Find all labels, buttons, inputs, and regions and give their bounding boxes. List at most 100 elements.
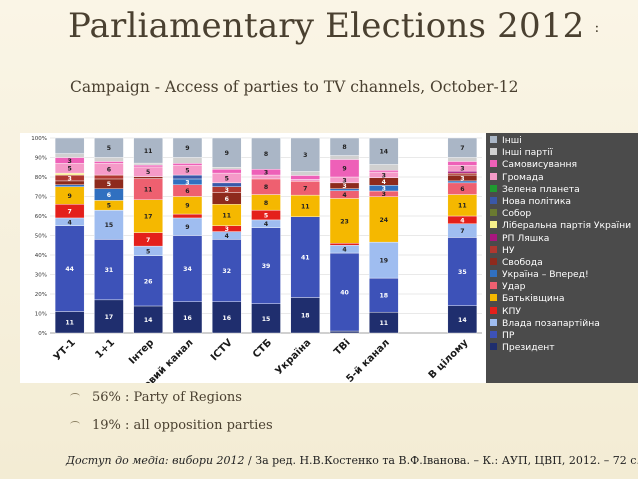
legend-label: НУ: [502, 244, 515, 256]
legend-label: РП Ляшка: [502, 232, 550, 244]
legend-item: РП Ляшка: [486, 233, 638, 245]
bar-segment: [211, 239, 242, 303]
bar-segment: [133, 162, 163, 166]
bar-segment: [447, 157, 478, 162]
x-tick-label: 1+1: [93, 337, 117, 361]
bar-segment: [290, 297, 321, 334]
data-label: 8: [264, 151, 268, 158]
legend-label: Самовисування: [502, 159, 578, 171]
data-label: 17: [144, 214, 153, 221]
bullet-text: 56% : Party of Regions: [92, 390, 242, 405]
legend-item: НУ: [486, 245, 638, 257]
bar-segment: [172, 157, 203, 164]
legend-swatch: [490, 257, 497, 265]
bar-segment: [251, 303, 281, 334]
bar-segment: [369, 277, 399, 313]
data-label: 8: [264, 184, 268, 191]
y-tick-label: 20%: [35, 292, 47, 298]
data-label: 9: [67, 193, 71, 200]
y-tick-label: 30%: [35, 273, 47, 279]
data-label: 5: [185, 168, 189, 175]
data-label: 4: [67, 219, 72, 226]
legend-item: Нова політика: [486, 196, 638, 208]
bar-segment: [133, 164, 163, 168]
legend-item: Ліберальна партія України: [486, 220, 638, 232]
bar-segment: [251, 227, 281, 304]
legend-label: Інші: [502, 135, 522, 146]
bar-segment: [94, 174, 124, 180]
data-label: 7: [146, 237, 150, 244]
data-label: 4: [264, 221, 269, 228]
data-label: 34: [183, 266, 192, 273]
data-label: 4: [382, 179, 387, 186]
bar-segment: [329, 330, 360, 334]
data-label: 11: [222, 212, 231, 219]
legend-swatch: [490, 172, 497, 180]
legend-swatch: [490, 160, 497, 168]
legend-label: ПР: [502, 330, 515, 341]
y-tick-label: 0%: [38, 331, 47, 337]
data-label: 3: [185, 179, 189, 186]
data-label: 14: [144, 317, 153, 324]
data-label: 14: [380, 149, 389, 156]
legend-swatch: [490, 148, 497, 156]
data-label: 3: [382, 186, 386, 193]
legend-item: ПР: [486, 330, 638, 342]
legend-swatch: [490, 306, 497, 314]
legend-swatch: [490, 282, 497, 290]
data-label: 3: [264, 170, 268, 177]
data-label: 5: [67, 166, 71, 173]
data-label: 41: [301, 255, 310, 262]
data-label: 5: [146, 169, 150, 176]
bar-segment: [290, 175, 321, 180]
bar-segment: [172, 235, 203, 303]
legend-list: Інші Інші партії Самовисування Громада Зелен…: [486, 133, 638, 354]
legend-swatch: [490, 331, 497, 338]
legend-item: Громада: [486, 172, 638, 184]
data-label: 5: [146, 248, 150, 255]
x-tick-label: УТ-1: [52, 337, 78, 363]
legend-item: Батьківщина: [486, 293, 638, 305]
bar-segment: [290, 171, 321, 176]
data-label: 7: [67, 209, 71, 216]
data-label: 3: [342, 183, 346, 190]
data-label: 3: [342, 177, 346, 184]
data-label: 15: [105, 222, 114, 229]
bar-segment: [54, 172, 85, 176]
bar-segment: [447, 305, 478, 334]
bar-segment: [251, 137, 281, 170]
legend-item: Самовисування: [486, 159, 638, 171]
bar-segment: [211, 182, 242, 187]
bar-segment: [94, 137, 124, 158]
data-label: 9: [185, 224, 189, 231]
bar-segment: [211, 167, 242, 170]
data-label: 4: [342, 192, 347, 199]
data-label: 3: [382, 172, 386, 179]
source-citation: Доступ до медіа: вибори 2012 / За ред. Н…: [66, 454, 638, 467]
data-label: 11: [380, 320, 389, 327]
bar-segment: [369, 164, 399, 171]
legend-label: Свобода: [502, 256, 543, 268]
bar-segment: [133, 199, 163, 233]
x-tick-label: Україна: [273, 337, 314, 378]
legend-item: Собор: [486, 208, 638, 220]
data-label: 5: [107, 203, 111, 210]
data-label: 8: [264, 200, 268, 207]
bar-segment: [369, 196, 399, 243]
data-label: 4: [460, 217, 465, 224]
data-label: 9: [225, 150, 229, 157]
x-tick-label: ТВі: [332, 337, 352, 357]
y-tick-label: 90%: [35, 156, 47, 162]
data-label: 18: [301, 313, 310, 320]
data-label: 26: [144, 278, 153, 285]
data-label: 15: [262, 316, 271, 323]
legend-label: Удар: [502, 281, 526, 293]
bar-segment: [447, 172, 478, 176]
legend-swatch: [490, 294, 497, 302]
data-label: 3: [460, 166, 464, 173]
bar-segment: [369, 169, 399, 173]
data-label: 39: [262, 263, 271, 270]
data-label: 6: [185, 188, 189, 195]
data-label: 16: [222, 315, 231, 322]
bar-segment: [172, 301, 203, 334]
